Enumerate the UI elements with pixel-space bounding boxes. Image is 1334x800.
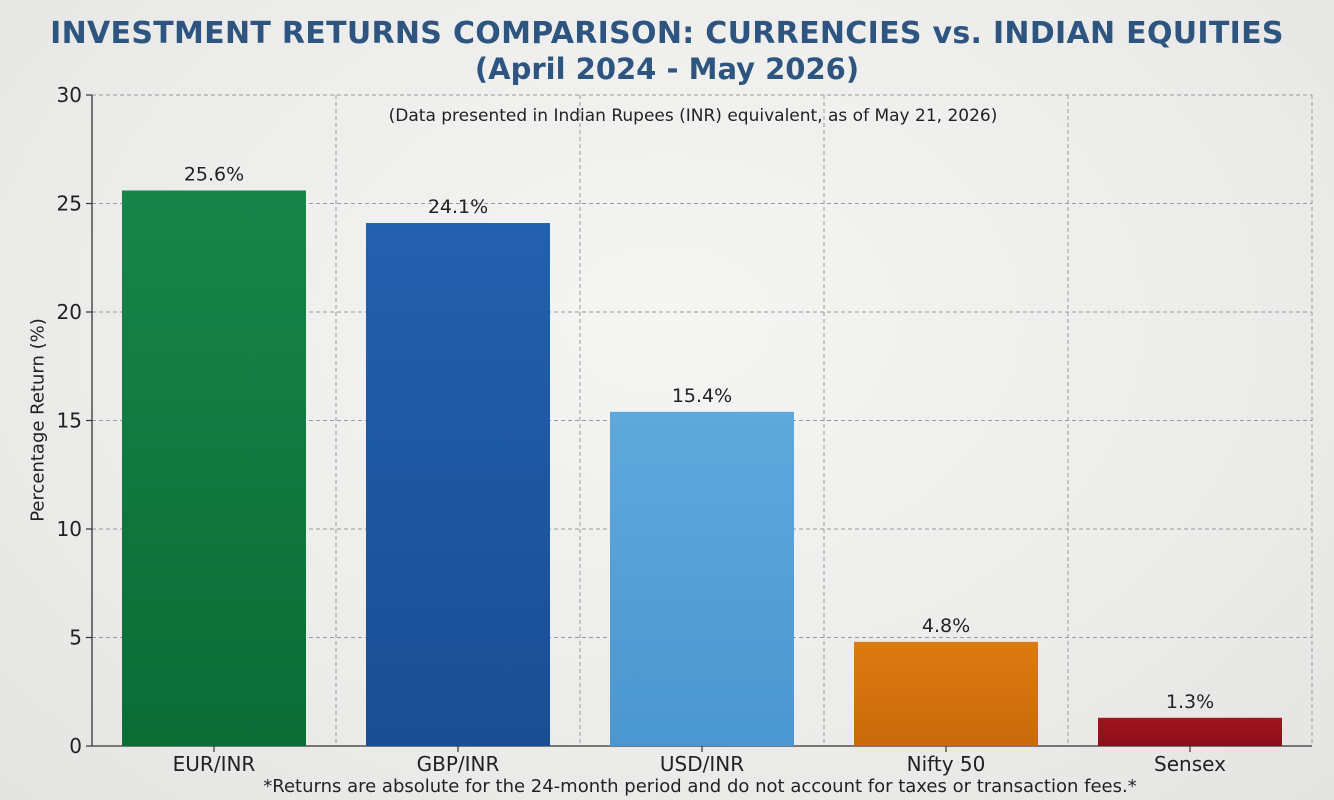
y-tick-label: 20 xyxy=(57,300,82,324)
chart-title: INVESTMENT RETURNS COMPARISON: CURRENCIE… xyxy=(50,16,1284,51)
y-tick-label: 0 xyxy=(69,734,82,758)
y-tick-label: 10 xyxy=(57,517,82,541)
chart-subtitle: (Data presented in Indian Rupees (INR) e… xyxy=(388,106,998,126)
footnote: *Returns are absolute for the 24-month p… xyxy=(263,776,1137,797)
chart-title-period: (April 2024 - May 2026) xyxy=(474,52,860,86)
x-tick-label: EUR/INR xyxy=(173,752,256,776)
data-label: 4.8% xyxy=(922,615,970,637)
y-tick-label: 5 xyxy=(69,626,82,650)
bar-eur-inr xyxy=(122,190,306,747)
data-label: 25.6% xyxy=(184,163,244,185)
labels: 25.6% EUR/INR 24.1% GBP/INR 15.4% USD/INR 4.8%… xyxy=(173,163,1226,776)
x-tick-label: Nifty 50 xyxy=(907,752,986,776)
bar-sensex xyxy=(1098,717,1282,746)
x-tick-label: USD/INR xyxy=(660,752,744,776)
data-label: 15.4% xyxy=(672,385,732,407)
bar-nifty-50 xyxy=(854,641,1038,746)
y-tick-label: 25 xyxy=(57,192,82,216)
x-tick-label: Sensex xyxy=(1154,752,1226,776)
bars xyxy=(122,190,1282,747)
y-tick-label: 15 xyxy=(57,409,82,433)
data-label: 1.3% xyxy=(1166,691,1214,713)
x-tick-label: GBP/INR xyxy=(417,752,500,776)
gridlines xyxy=(92,94,1313,746)
bar-usd-inr xyxy=(610,411,794,746)
y-tick-label: 30 xyxy=(57,83,82,107)
bar-gbp-inr xyxy=(366,223,550,746)
data-label: 24.1% xyxy=(428,196,488,218)
